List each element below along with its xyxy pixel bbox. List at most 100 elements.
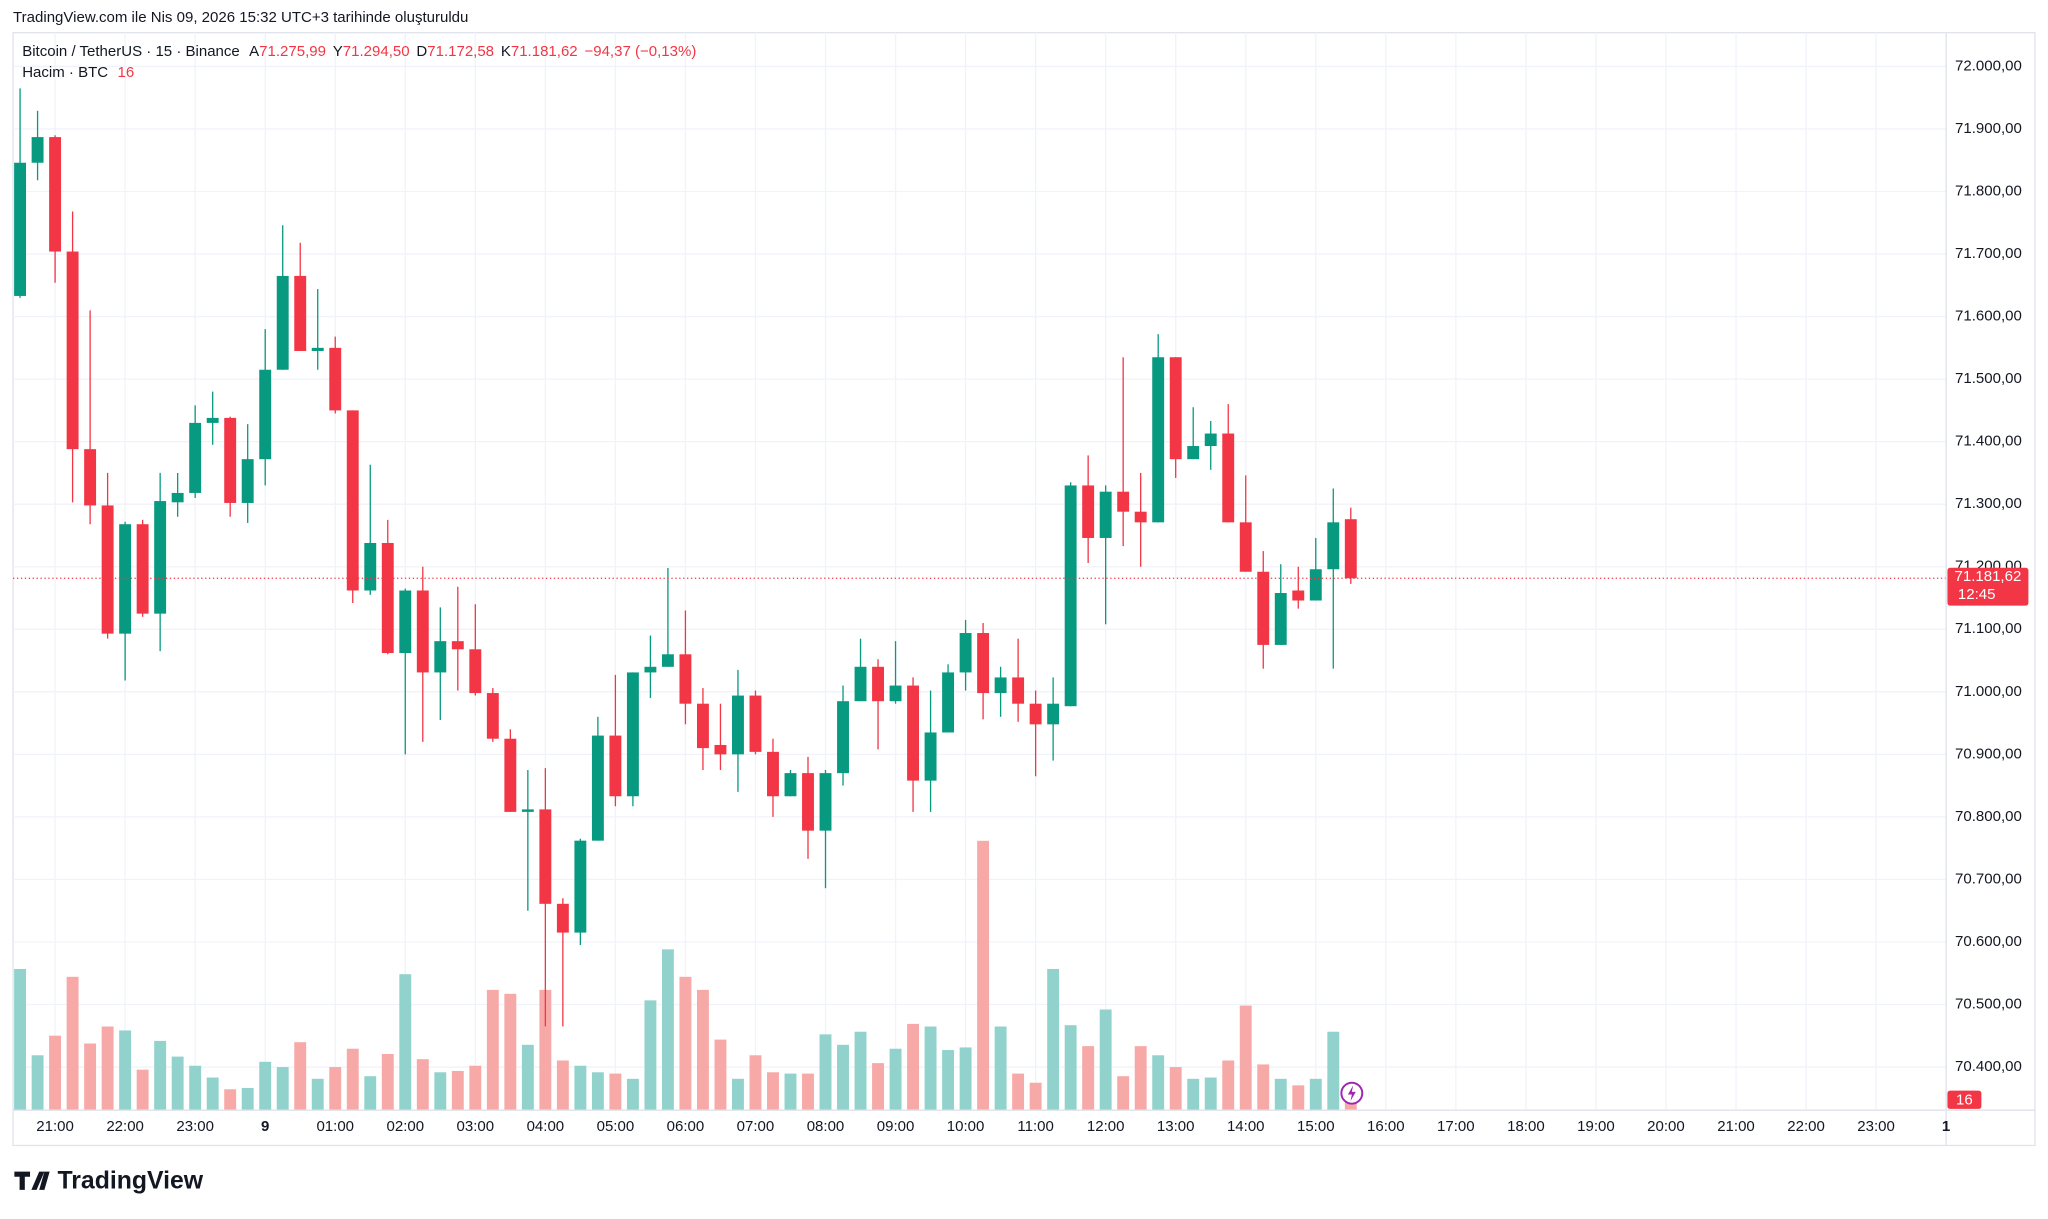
candle-body (1152, 357, 1165, 523)
candle-body (1047, 703, 1060, 725)
y-tick-label: 70.600,00 (1955, 933, 2022, 950)
volume-bar (49, 1035, 62, 1111)
x-tick-label: 01:00 (316, 1118, 354, 1135)
volume-bar (1344, 1099, 1357, 1111)
volume-bar (66, 976, 79, 1111)
change: −94,37 (−0,13%) (584, 43, 696, 60)
volume-bar (31, 1055, 44, 1111)
x-tick-label: 08:00 (807, 1118, 845, 1135)
candle-body (1204, 433, 1217, 447)
candle-body (696, 703, 709, 749)
candle-body (1117, 491, 1130, 512)
ohlc-key: Y (333, 43, 343, 60)
candle-body (14, 162, 27, 296)
x-tick-label: 18:00 (1507, 1118, 1545, 1135)
price-label-box (1947, 567, 2029, 606)
candle-body (346, 410, 359, 591)
candle-body (101, 505, 114, 634)
legend: Bitcoin / TetherUS · 15 · Binance A71.27… (22, 43, 696, 60)
candle-body (591, 735, 604, 841)
candle-body (451, 641, 464, 650)
volume-bar (1327, 1031, 1340, 1111)
candle-body (504, 738, 517, 812)
candle-body (259, 369, 272, 460)
volume-bar (311, 1078, 324, 1111)
x-tick-label: 21:00 (36, 1118, 74, 1135)
volume-bar (521, 1044, 534, 1111)
volume-bar (84, 1043, 97, 1111)
x-tick-label: 16:00 (1367, 1118, 1405, 1135)
volume-bar (1064, 1025, 1077, 1111)
volume-bar (1134, 1046, 1147, 1111)
volume-bar (784, 1073, 797, 1111)
volume-bar (661, 949, 674, 1111)
candle-body (1029, 703, 1042, 725)
volume-bar (206, 1077, 219, 1111)
candle-body (1239, 522, 1252, 572)
volume-bar (591, 1072, 604, 1111)
x-tick-label: 21:00 (1717, 1118, 1755, 1135)
volume-bar (1099, 1009, 1112, 1111)
x-tick-label: 12:00 (1087, 1118, 1125, 1135)
x-tick-label: 13:00 (1157, 1118, 1195, 1135)
candle-body (1099, 491, 1112, 538)
candle-body (364, 542, 377, 591)
candle-body (802, 773, 814, 831)
ohlc-key: A (249, 43, 259, 60)
candle-body (31, 137, 44, 163)
candle-body (1292, 590, 1305, 601)
volume-bar (644, 1000, 657, 1111)
volume-bar (626, 1078, 639, 1111)
candles (13, 88, 1947, 1027)
volume-bar (1309, 1078, 1322, 1111)
chart-frame (12, 31, 2036, 1147)
candle-body (206, 417, 219, 423)
x-tick-label: 23:00 (1857, 1118, 1895, 1135)
candle-body (819, 773, 832, 831)
volume-bar (1082, 1046, 1095, 1111)
volume-bar (872, 1063, 884, 1111)
candle-body (136, 524, 149, 614)
volume-bar (329, 1067, 342, 1111)
x-tick-label: 17:00 (1437, 1118, 1475, 1135)
x-tick-label: 04:00 (527, 1118, 565, 1135)
volume-bar (609, 1073, 622, 1111)
candle-body (994, 677, 1007, 694)
candle-body (907, 685, 920, 781)
volume-bar (1029, 1082, 1042, 1111)
y-tick-label: 71.600,00 (1955, 308, 2022, 325)
y-tick-label: 70.800,00 (1955, 808, 2022, 825)
volume-bar (942, 1050, 955, 1111)
volume-bar (154, 1040, 167, 1111)
volume-bar (977, 840, 990, 1111)
candle-body (732, 695, 744, 755)
y-tick-label: 71.000,00 (1955, 683, 2022, 700)
volume-bar (136, 1069, 149, 1111)
y-tick-label: 70.500,00 (1955, 995, 2022, 1012)
candle-body (924, 732, 937, 781)
volume-bar (1012, 1073, 1025, 1111)
volume-bar (399, 974, 412, 1111)
candle-body (767, 751, 779, 797)
y-tick-label: 70.900,00 (1955, 745, 2022, 762)
candle-body (749, 695, 762, 752)
volume-label: 16 (1956, 1091, 1973, 1108)
ohlc-value: 71.275,99 (259, 43, 326, 60)
x-tick-label: 09:00 (877, 1118, 915, 1135)
candle-body (889, 685, 902, 702)
y-tick-label: 71.800,00 (1955, 182, 2022, 199)
volume-bar (802, 1073, 814, 1111)
candle-body (679, 654, 692, 704)
candle-body (959, 633, 972, 673)
x-tick-label: 20:00 (1647, 1118, 1685, 1135)
ohlc-value: 71.181,62 (511, 43, 578, 60)
x-tick-label: 9 (261, 1118, 269, 1135)
volume-bar (14, 968, 27, 1111)
x-tick-label: 23:00 (176, 1118, 214, 1135)
candle-body (171, 492, 184, 503)
volume-bar (924, 1026, 937, 1111)
x-tick-label: 15:00 (1297, 1118, 1335, 1135)
x-tick-label: 06:00 (667, 1118, 705, 1135)
x-tick-label: 07:00 (737, 1118, 775, 1135)
